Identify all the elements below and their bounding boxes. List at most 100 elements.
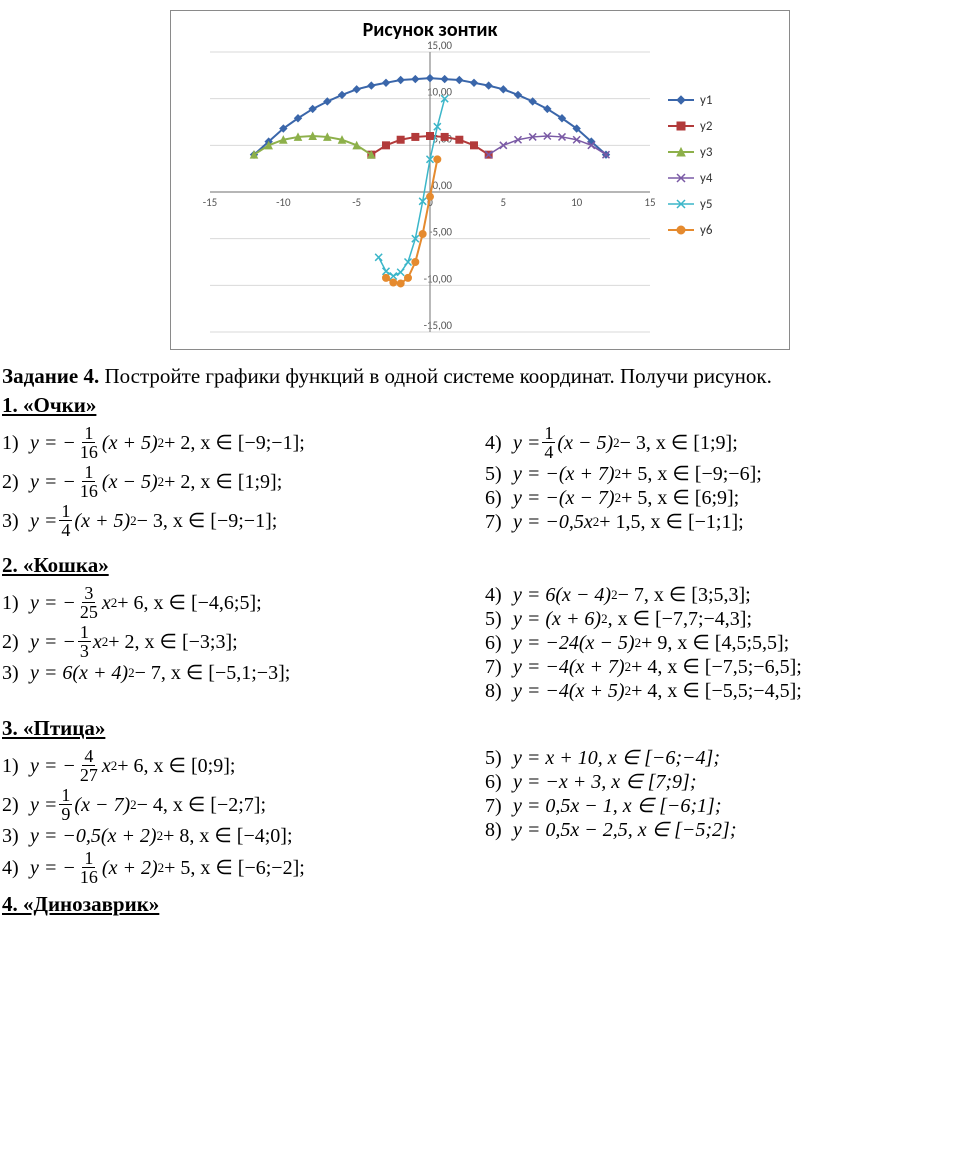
equation-row: 8)y = 0,5x − 2,5, x ∈ [−5;2];: [485, 819, 958, 841]
svg-text:у3: у3: [700, 145, 713, 160]
equation-number: 1): [2, 592, 30, 614]
equation-body: y = 19(x − 7)2 − 4, x ∈ [−2;7];: [30, 786, 266, 823]
section-title: 3. «Птица»: [2, 716, 958, 741]
equation-number: 6): [485, 487, 513, 509]
equation-number: 3): [2, 662, 30, 684]
right-column: 4)y = 6(x − 4)2 − 7, x ∈ [3;5,3];5)y = (…: [475, 582, 958, 704]
equation-number: 4): [485, 432, 513, 454]
equation-row: 2)y = 19(x − 7)2 − 4, x ∈ [−2;7];: [2, 786, 475, 823]
equation-row: 1)y = −325x2 + 6, x ∈ [−4,6;5];: [2, 584, 475, 621]
equation-body: y = −13x2 + 2, x ∈ [−3;3];: [30, 623, 238, 660]
chart-container: Рисунок зонтик-15,00-10,00-5,000,005,001…: [0, 0, 960, 358]
svg-text:15: 15: [644, 196, 655, 209]
equation-number: 4): [2, 857, 30, 879]
equation-number: 5): [485, 608, 513, 630]
equation-body: y = −4(x + 7)2 + 4, x ∈ [−7,5;−6,5];: [513, 656, 802, 678]
equation-number: 3): [2, 825, 30, 847]
equation-number: 8): [485, 680, 513, 702]
right-column: 4)y = 14(x − 5)2 − 3, x ∈ [1;9];5)y = −(…: [475, 422, 958, 541]
equation-row: 1)y = −427x2 + 6, x ∈ [0;9];: [2, 747, 475, 784]
svg-text:-5,00: -5,00: [429, 226, 452, 239]
svg-text:у4: у4: [700, 171, 713, 186]
equation-row: 6)y = −24(x − 5)2 + 9, x ∈ [4,5;5,5];: [485, 632, 958, 654]
svg-text:-10,00: -10,00: [424, 272, 453, 285]
svg-text:-10: -10: [276, 196, 291, 209]
equation-body: y = −116(x − 5)2 + 2, x ∈ [1;9];: [30, 463, 282, 500]
section-title: 2. «Кошка»: [2, 553, 958, 578]
svg-text:10: 10: [571, 196, 583, 209]
equation-row: 6)y = −x + 3, x ∈ [7;9];: [485, 771, 958, 793]
section-title-4: 4. «Динозаврик»: [2, 892, 958, 917]
columns: 1)y = −427x2 + 6, x ∈ [0;9];2)y = 19(x −…: [2, 745, 958, 888]
equation-row: 8)y = −4(x + 5)2 + 4, x ∈ [−5,5;−4,5];: [485, 680, 958, 702]
equation-body: y = −24(x − 5)2 + 9, x ∈ [4,5;5,5];: [513, 632, 789, 654]
equation-body: y = −(x − 7)2 + 5, x ∈ [6;9];: [513, 487, 739, 509]
equation-body: y = 14(x + 5)2 − 3, x ∈ [−9;−1];: [30, 502, 277, 539]
svg-text:-15: -15: [203, 196, 218, 209]
equation-body: y = −116(x + 5)2 + 2, x ∈ [−9;−1];: [30, 424, 305, 461]
equation-body: y = (x + 6)2, x ∈ [−7,7;−4,3];: [513, 608, 752, 630]
columns: 1)y = −325x2 + 6, x ∈ [−4,6;5];2)y = −13…: [2, 582, 958, 704]
svg-text:у5: у5: [700, 197, 712, 212]
equation-row: 7)y = −4(x + 7)2 + 4, x ∈ [−7,5;−6,5];: [485, 656, 958, 678]
columns: 1)y = −116(x + 5)2 + 2, x ∈ [−9;−1];2)y …: [2, 422, 958, 541]
equation-row: 5)y = −(x + 7)2 + 5, x ∈ [−9;−6];: [485, 463, 958, 485]
equation-row: 3)y = −0,5(x + 2)2 + 8, x ∈ [−4;0];: [2, 825, 475, 847]
equation-number: 6): [485, 771, 513, 793]
svg-text:у2: у2: [700, 119, 713, 134]
equation-body: y = x + 10, x ∈ [−6;−4];: [513, 747, 720, 769]
task-line: Задание 4. Постройте графики функций в о…: [2, 364, 958, 389]
equation-number: 3): [2, 510, 30, 532]
equation-number: 5): [485, 463, 513, 485]
svg-text:0,00: 0,00: [433, 179, 453, 192]
equation-number: 2): [2, 471, 30, 493]
text-content: Задание 4. Постройте графики функций в о…: [0, 364, 960, 931]
svg-text:у1: у1: [700, 93, 712, 108]
section-title: 1. «Очки»: [2, 393, 958, 418]
equation-body: y = −0,5x2 + 1,5, x ∈ [−1;1];: [513, 511, 744, 533]
svg-text:10,00: 10,00: [427, 86, 452, 99]
equation-body: y = 0,5x − 2,5, x ∈ [−5;2];: [513, 819, 736, 841]
equation-number: 1): [2, 755, 30, 777]
svg-text:5: 5: [501, 196, 507, 209]
equation-row: 6)y = −(x − 7)2 + 5, x ∈ [6;9];: [485, 487, 958, 509]
svg-text:у6: у6: [700, 223, 713, 238]
equation-body: y = 6(x + 4)2 − 7, x ∈ [−5,1;−3];: [30, 662, 290, 684]
umbrella-chart: Рисунок зонтик-15,00-10,00-5,000,005,001…: [170, 10, 790, 350]
equation-row: 3)y = 6(x + 4)2 − 7, x ∈ [−5,1;−3];: [2, 662, 475, 684]
svg-text:-5: -5: [352, 196, 361, 209]
left-column: 1)y = −427x2 + 6, x ∈ [0;9];2)y = 19(x −…: [2, 745, 475, 888]
equation-number: 8): [485, 819, 513, 841]
equation-number: 7): [485, 656, 513, 678]
equation-body: y = 0,5x − 1, x ∈ [−6;1];: [513, 795, 721, 817]
task-label: Задание 4.: [2, 364, 99, 388]
equation-body: y = 14(x − 5)2 − 3, x ∈ [1;9];: [513, 424, 738, 461]
equation-body: y = −4(x + 5)2 + 4, x ∈ [−5,5;−4,5];: [513, 680, 802, 702]
equation-row: 2)y = −116(x − 5)2 + 2, x ∈ [1;9];: [2, 463, 475, 500]
left-column: 1)y = −325x2 + 6, x ∈ [−4,6;5];2)y = −13…: [2, 582, 475, 704]
equation-number: 6): [485, 632, 513, 654]
equation-row: 4)y = 6(x − 4)2 − 7, x ∈ [3;5,3];: [485, 584, 958, 606]
equation-body: y = −0,5(x + 2)2 + 8, x ∈ [−4;0];: [30, 825, 293, 847]
equation-number: 2): [2, 631, 30, 653]
equation-number: 1): [2, 432, 30, 454]
equation-number: 7): [485, 795, 513, 817]
equation-number: 4): [485, 584, 513, 606]
svg-text:15,00: 15,00: [427, 39, 452, 52]
equation-body: y = −325x2 + 6, x ∈ [−4,6;5];: [30, 584, 262, 621]
equation-number: 5): [485, 747, 513, 769]
right-column: 5)y = x + 10, x ∈ [−6;−4];6)y = −x + 3, …: [475, 745, 958, 888]
equation-row: 7)y = 0,5x − 1, x ∈ [−6;1];: [485, 795, 958, 817]
equation-row: 7)y = −0,5x2 + 1,5, x ∈ [−1;1];: [485, 511, 958, 533]
equation-body: y = −116(x + 2)2 + 5, x ∈ [−6;−2];: [30, 849, 305, 886]
equation-body: y = −x + 3, x ∈ [7;9];: [513, 771, 696, 793]
task-text: Постройте графики функций в одной систем…: [99, 364, 772, 388]
equation-number: 7): [485, 511, 513, 533]
equation-body: y = −(x + 7)2 + 5, x ∈ [−9;−6];: [513, 463, 762, 485]
equation-row: 5)y = (x + 6)2, x ∈ [−7,7;−4,3];: [485, 608, 958, 630]
equation-body: y = −427x2 + 6, x ∈ [0;9];: [30, 747, 235, 784]
equation-row: 3)y = 14(x + 5)2 − 3, x ∈ [−9;−1];: [2, 502, 475, 539]
equation-row: 4)y = −116(x + 2)2 + 5, x ∈ [−6;−2];: [2, 849, 475, 886]
equation-number: 2): [2, 794, 30, 816]
equation-row: 4)y = 14(x − 5)2 − 3, x ∈ [1;9];: [485, 424, 958, 461]
